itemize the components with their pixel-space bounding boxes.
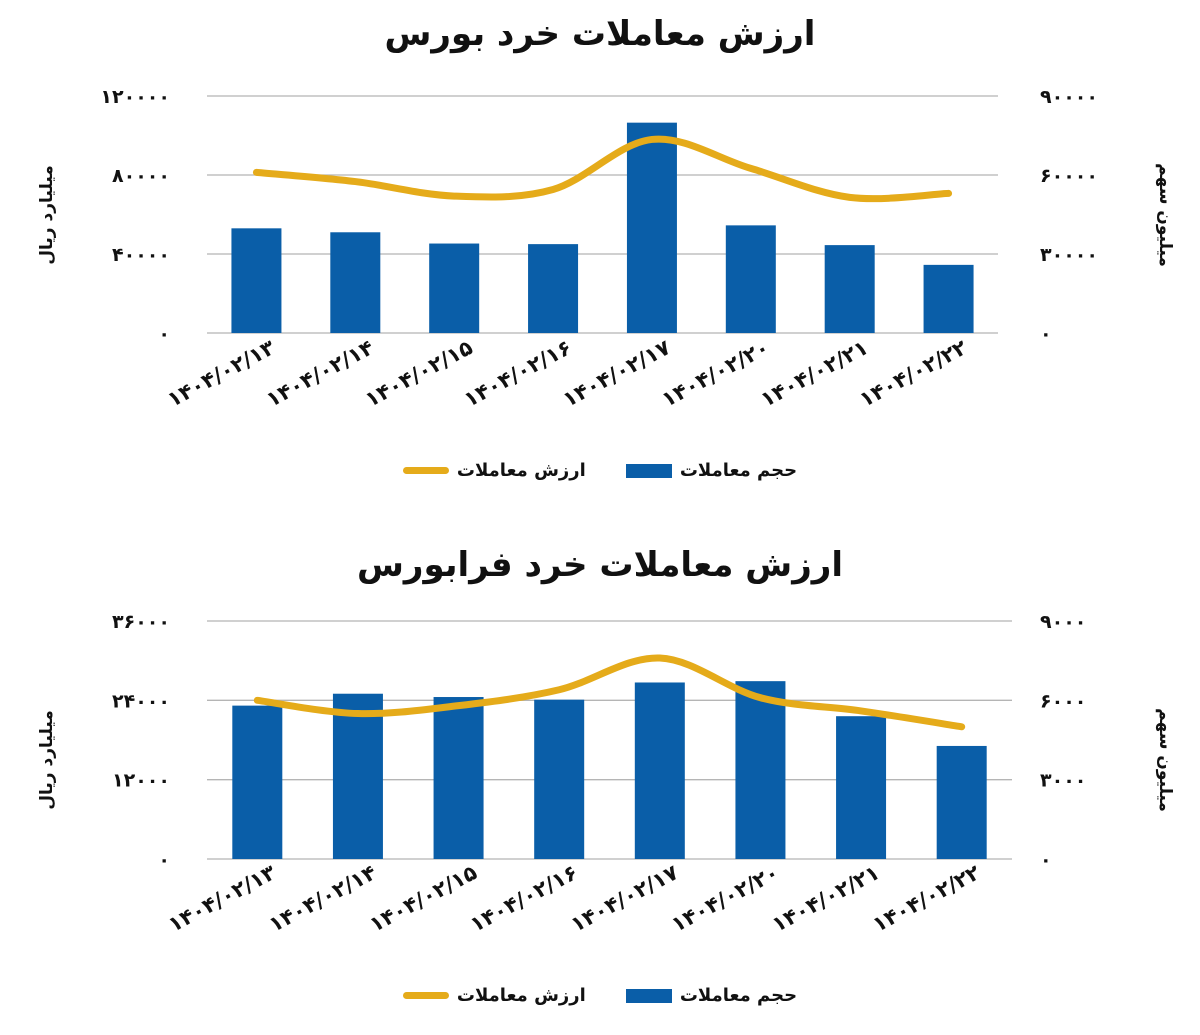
category-label: ۱۴۰۴/۰۲/۲۲ — [869, 860, 985, 937]
right-tick-label: ۰ — [1040, 849, 1052, 871]
left-tick-label: ۲۴۰۰۰ — [112, 690, 170, 712]
bar — [824, 245, 875, 333]
bar — [634, 682, 685, 859]
category-label: ۱۴۰۴/۰۲/۱۳ — [163, 335, 279, 412]
legend-bar-swatch — [625, 988, 672, 1003]
left-tick-label: ۸۰۰۰۰ — [112, 165, 170, 187]
legend-label: ارزش معاملات — [456, 460, 586, 481]
category-label: ۱۴۰۴/۰۲/۲۰ — [658, 335, 773, 412]
category-label: ۱۴۰۴/۰۲/۱۳ — [164, 860, 280, 937]
bar — [231, 228, 282, 333]
category-label: ۱۴۰۴/۰۲/۱۴ — [262, 335, 378, 412]
bar — [232, 705, 283, 859]
left-tick-label: ۰ — [158, 849, 170, 871]
category-label: ۱۴۰۴/۰۲/۲۰ — [667, 860, 782, 937]
right-tick-label: ۰ — [1040, 323, 1052, 345]
right-tick-label: ۳۰۰۰ — [1040, 770, 1086, 792]
legend-item-value: ارزش معاملات — [402, 460, 586, 481]
legend-label: ارزش معاملات — [456, 985, 586, 1006]
left-tick-label: ۱۲۰۰۰۰ — [100, 86, 170, 108]
bar — [429, 243, 480, 333]
right-tick-label: ۹۰۰۰۰ — [1040, 86, 1098, 108]
legend: ارزش معاملات حجم معاملات — [0, 460, 1200, 481]
category-label: ۱۴۰۴/۰۲/۲۱ — [757, 335, 872, 412]
legend-label: حجم معاملات — [679, 985, 798, 1006]
bar — [433, 697, 484, 859]
bar — [330, 232, 381, 333]
left-tick-label: ۳۶۰۰۰ — [112, 611, 170, 633]
legend-label: حجم معاملات — [679, 460, 798, 481]
plot-area: ۰ ۰ ۴۰۰۰۰ ۳۰۰۰۰ ۸۰۰۰۰ ۶۰۰۰۰ ۱۲۰۰۰۰ ۹۰۰۰۰ ۱۴۰۴/۰۲… — [100, 86, 1098, 412]
right-tick-label: ۳۰۰۰۰ — [1040, 244, 1098, 266]
right-tick-label: ۶۰۰۰۰ — [1040, 165, 1098, 187]
category-label: ۱۴۰۴/۰۲/۱۶ — [460, 335, 575, 412]
legend-line-swatch — [402, 992, 449, 999]
right-tick-label: ۹۰۰۰ — [1040, 611, 1086, 633]
bar — [923, 264, 974, 333]
legend-item-value: ارزش معاملات — [402, 985, 586, 1006]
chart-title: ارزش معاملات خرد فرابورس — [356, 545, 843, 585]
series-line — [253, 654, 966, 731]
chart-title: ارزش معاملات خرد بورس — [384, 14, 816, 54]
legend: ارزش معاملات حجم معاملات — [0, 985, 1200, 1006]
category-label: ۱۴۰۴/۰۲/۱۴ — [265, 860, 381, 937]
bar — [626, 122, 677, 333]
series-line — [252, 135, 953, 203]
legend-line-swatch — [402, 467, 449, 474]
legend-bar-swatch — [625, 463, 672, 478]
chart-bourse: ارزش معاملات خرد بورس میلیارد ریال میلیو… — [0, 0, 1200, 505]
category-label: ۱۴۰۴/۰۲/۲۱ — [768, 860, 883, 937]
bar — [735, 681, 786, 859]
left-tick-label: ۴۰۰۰۰ — [112, 244, 170, 266]
category-label: ۱۴۰۴/۰۲/۱۶ — [466, 860, 581, 937]
category-label: ۱۴۰۴/۰۲/۱۵ — [366, 860, 482, 937]
right-tick-label: ۶۰۰۰ — [1040, 690, 1086, 712]
legend-item-volume: حجم معاملات — [625, 460, 798, 481]
category-label: ۱۴۰۴/۰۲/۱۷ — [567, 860, 683, 937]
bar — [528, 244, 579, 333]
bar — [725, 225, 776, 333]
category-label: ۱۴۰۴/۰۲/۲۲ — [856, 335, 972, 412]
category-label: ۱۴۰۴/۰۲/۱۷ — [559, 335, 675, 412]
bar — [936, 745, 987, 859]
bar — [836, 716, 887, 859]
category-label: ۱۴۰۴/۰۲/۱۵ — [361, 335, 477, 412]
bar — [332, 693, 383, 859]
left-tick-label: ۱۲۰۰۰ — [112, 770, 170, 792]
bar — [534, 699, 585, 859]
legend-item-volume: حجم معاملات — [625, 985, 798, 1006]
left-tick-label: ۰ — [158, 323, 170, 345]
chart-farabourse: ارزش معاملات خرد فرابورس میلیارد ریال می… — [0, 525, 1200, 1035]
